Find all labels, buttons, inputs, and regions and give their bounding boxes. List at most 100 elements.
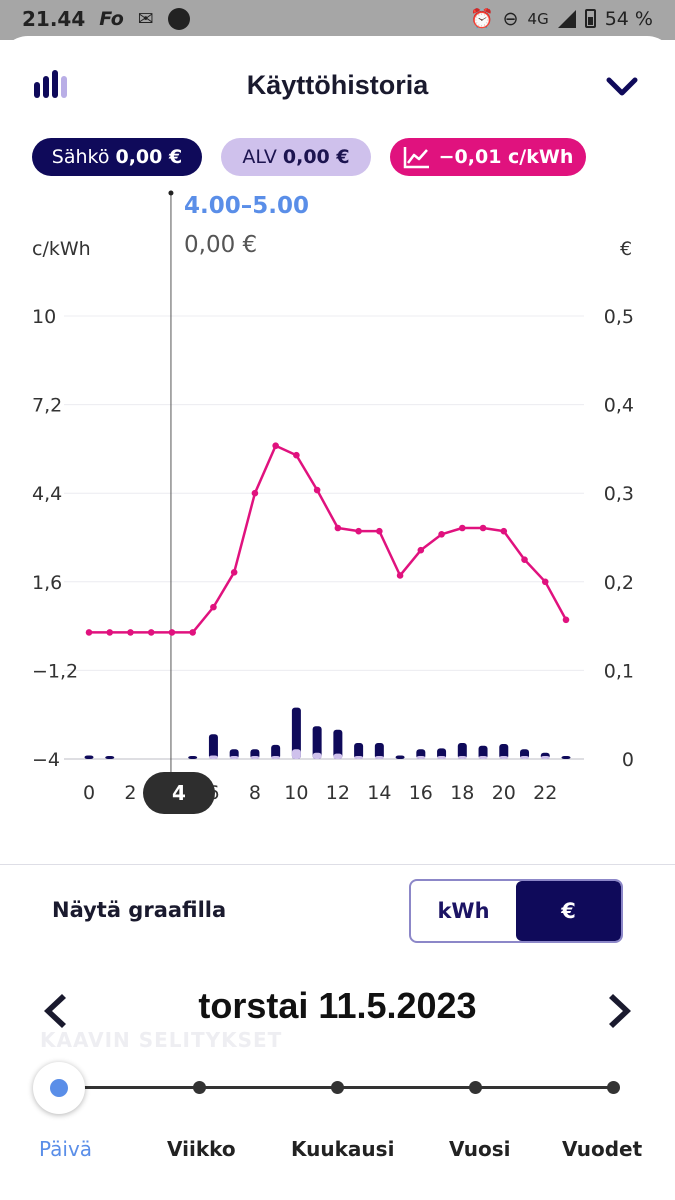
bar-vat: [271, 756, 281, 759]
dnd-icon: ⊖: [502, 7, 519, 30]
fo-icon: Fo: [99, 8, 124, 30]
bar-vat: [457, 756, 467, 759]
period-slider-stop-week[interactable]: [193, 1081, 206, 1094]
chevron-down-icon[interactable]: [604, 74, 640, 100]
x-tick-label: 20: [492, 782, 516, 804]
right-tick-label: 0,4: [604, 395, 634, 417]
chip-vat[interactable]: ALV 0,00 €: [221, 138, 371, 176]
period-years[interactable]: Vuodet: [562, 1137, 643, 1161]
usage-chart[interactable]: 100,57,20,44,40,31,60,2−1,20,1−400268101…: [0, 180, 675, 820]
left-tick-label: 10: [32, 306, 56, 328]
bar-vat: [354, 756, 364, 759]
price-point: [127, 629, 134, 636]
price-point: [355, 527, 362, 535]
toggle-kwh-button[interactable]: kWh: [437, 899, 490, 923]
bar-vat: [333, 753, 343, 759]
x-tick-label: 10: [284, 782, 308, 804]
period-day[interactable]: Päivä: [39, 1137, 93, 1161]
divider: [0, 864, 675, 865]
bar-vat: [374, 756, 384, 759]
price-point: [438, 531, 445, 538]
left-axis-unit: c/kWh: [32, 238, 91, 260]
chevron-right-icon[interactable]: [607, 992, 635, 1030]
bar-total: [188, 756, 198, 759]
price-point: [272, 442, 279, 450]
bar-vat: [291, 749, 301, 759]
display-toggle-label: Näytä graafilla: [52, 898, 227, 922]
price-point: [168, 629, 176, 636]
chip-vat-label: ALV: [242, 146, 277, 168]
price-point: [521, 556, 528, 563]
right-tick-label: 0,3: [604, 483, 634, 505]
chip-electricity[interactable]: Sähkö 0,00 €: [32, 138, 202, 176]
period-month[interactable]: Kuukausi: [291, 1137, 395, 1161]
x-tick-label: 18: [450, 782, 474, 804]
x-tick-label: 22: [533, 782, 557, 804]
period-slider-stop-month[interactable]: [331, 1081, 344, 1094]
x-tick-label: 0: [83, 782, 95, 804]
price-point: [479, 524, 487, 532]
chip-price[interactable]: −0,01 c/kWh: [390, 138, 586, 176]
page-title: Käyttöhistoria: [246, 70, 429, 100]
left-tick-label: 1,6: [32, 572, 62, 594]
battery-icon: [584, 9, 596, 28]
chevron-left-icon[interactable]: [40, 992, 68, 1030]
bar-vat: [208, 755, 218, 759]
bar-total: [478, 745, 488, 759]
selected-hour-pill[interactable]: 4: [143, 772, 215, 814]
circle-icon: [167, 8, 190, 30]
x-tick-label: 14: [367, 782, 391, 804]
bar-total: [354, 743, 364, 759]
price-point: [313, 486, 321, 494]
bar-total: [457, 743, 467, 759]
left-tick-label: −1,2: [32, 660, 78, 682]
status-bar-left: 21.44 Fo ✉: [22, 7, 190, 31]
price-point: [417, 546, 425, 554]
period-slider-stop-years[interactable]: [607, 1081, 620, 1094]
x-tick-label: 16: [409, 782, 433, 804]
bottom-sheet: [0, 36, 675, 1200]
price-point: [541, 578, 549, 586]
bar-total: [312, 726, 322, 759]
price-line: [89, 444, 568, 634]
bar-vat: [478, 756, 488, 759]
signal-icon: [557, 9, 576, 28]
price-point: [147, 629, 155, 636]
selected-hour-marker: [168, 190, 174, 196]
network-label: 4G: [527, 9, 549, 28]
left-tick-label: −4: [32, 749, 60, 771]
period-slider-knob[interactable]: [33, 1062, 85, 1114]
price-point: [293, 451, 300, 459]
right-axis-unit: €: [620, 238, 633, 260]
period-week[interactable]: Viikko: [167, 1137, 236, 1161]
status-bar-right: ⏰ ⊖ 4G 54 %: [470, 7, 653, 31]
bar-total: [374, 743, 384, 759]
bar-total: [333, 729, 343, 759]
bar-vat: [437, 756, 447, 759]
chip-vat-value: 0,00 €: [282, 146, 350, 168]
bar-vat: [540, 756, 550, 759]
display-toggle: kWh €: [409, 879, 623, 943]
bar-vat: [229, 756, 239, 759]
date-label: torstai 11.5.2023: [198, 985, 477, 1026]
left-tick-label: 4,4: [32, 483, 62, 505]
bar-total: [271, 744, 281, 759]
gmail-icon: ✉: [137, 8, 154, 30]
bar-total: [291, 707, 301, 759]
x-tick-label: 8: [249, 782, 261, 804]
status-bar: 21.44 Fo ✉ ⏰ ⊖ 4G 54 %: [0, 0, 675, 40]
price-point: [106, 629, 114, 636]
price-point: [85, 629, 93, 636]
period-slider-stop-year[interactable]: [469, 1081, 482, 1094]
right-tick-label: 0,5: [604, 306, 634, 328]
price-point: [562, 616, 570, 624]
bar-vat: [250, 756, 260, 759]
chip-electricity-value: 0,00 €: [115, 146, 183, 168]
bar-total: [105, 756, 115, 759]
left-tick-label: 7,2: [32, 395, 62, 417]
period-year[interactable]: Vuosi: [449, 1137, 511, 1161]
chip-price-value: −0,01 c/kWh: [438, 146, 574, 168]
toggle-euro-button[interactable]: €: [516, 881, 621, 941]
price-point: [189, 629, 196, 636]
status-time: 21.44: [22, 7, 86, 31]
